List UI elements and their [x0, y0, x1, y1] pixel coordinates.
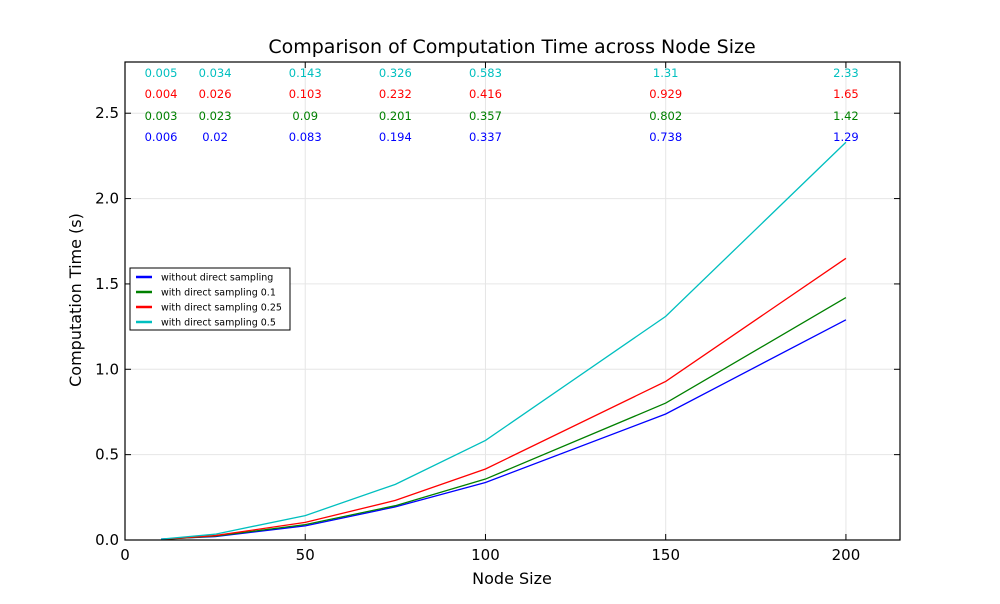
data-label-series-2: 0.232: [379, 87, 412, 101]
data-label-series-1: 0.802: [649, 109, 682, 123]
y-tick-label: 2.0: [95, 190, 119, 208]
x-tick-label: 0: [120, 546, 130, 564]
legend: without direct sampling with direct sampl…: [129, 267, 291, 331]
data-label-series-3: 0.005: [145, 66, 178, 80]
y-tick-label: 0.0: [95, 531, 119, 549]
data-label-series-3: 0.143: [289, 66, 322, 80]
data-label-series-2: 0.416: [469, 87, 502, 101]
data-label-series-2: 0.929: [649, 87, 682, 101]
series-line-3: [160, 141, 847, 540]
data-label-series-0: 0.006: [145, 130, 178, 144]
y-tick-label: 1.5: [95, 275, 119, 293]
y-tick-label: 2.5: [95, 104, 119, 122]
data-label-series-3: 0.034: [199, 66, 232, 80]
data-label-series-0: 0.738: [649, 130, 682, 144]
data-label-series-2: 1.65: [833, 87, 859, 101]
data-label-series-1: 0.357: [469, 109, 502, 123]
data-label-series-2: 0.026: [199, 87, 232, 101]
data-label-series-3: 0.583: [469, 66, 502, 80]
x-tick-label: 200: [832, 546, 861, 564]
y-axis-label: Computation Time (s): [66, 213, 85, 387]
data-label-series-1: 0.003: [145, 109, 178, 123]
legend-label-0: without direct sampling: [161, 273, 273, 284]
data-label-series-0: 0.194: [379, 130, 412, 144]
axes-frame: [124, 61, 901, 541]
data-label-series-3: 0.326: [379, 66, 412, 80]
data-label-series-0: 0.02: [202, 130, 228, 144]
data-label-series-0: 0.337: [469, 130, 502, 144]
legend-box: [129, 267, 291, 331]
y-tick-label: 0.5: [95, 446, 119, 464]
legend-label-2: with direct sampling 0.25: [161, 303, 282, 314]
y-tick-label: 1.0: [95, 360, 119, 378]
x-tick-label: 100: [471, 546, 500, 564]
legend-label-3: with direct sampling 0.5: [161, 318, 276, 329]
data-label-series-0: 1.29: [833, 130, 859, 144]
data-label-series-1: 0.023: [199, 109, 232, 123]
series-line-2: [161, 257, 847, 540]
data-label-series-3: 1.31: [653, 66, 679, 80]
data-label-series-2: 0.004: [145, 87, 178, 101]
data-label-series-1: 0.09: [292, 109, 318, 123]
data-label-series-1: 1.42: [833, 109, 859, 123]
chart-title: Comparison of Computation Time across No…: [268, 36, 755, 58]
data-label-series-3: 2.33: [833, 66, 859, 80]
x-axis-label: Node Size: [472, 569, 552, 588]
data-label-series-2: 0.103: [289, 87, 322, 101]
x-tick-label: 50: [296, 546, 315, 564]
legend-label-1: with direct sampling 0.1: [161, 288, 276, 299]
x-tick-label: 150: [651, 546, 680, 564]
data-label-series-1: 0.201: [379, 109, 412, 123]
data-label-series-0: 0.083: [289, 130, 322, 144]
